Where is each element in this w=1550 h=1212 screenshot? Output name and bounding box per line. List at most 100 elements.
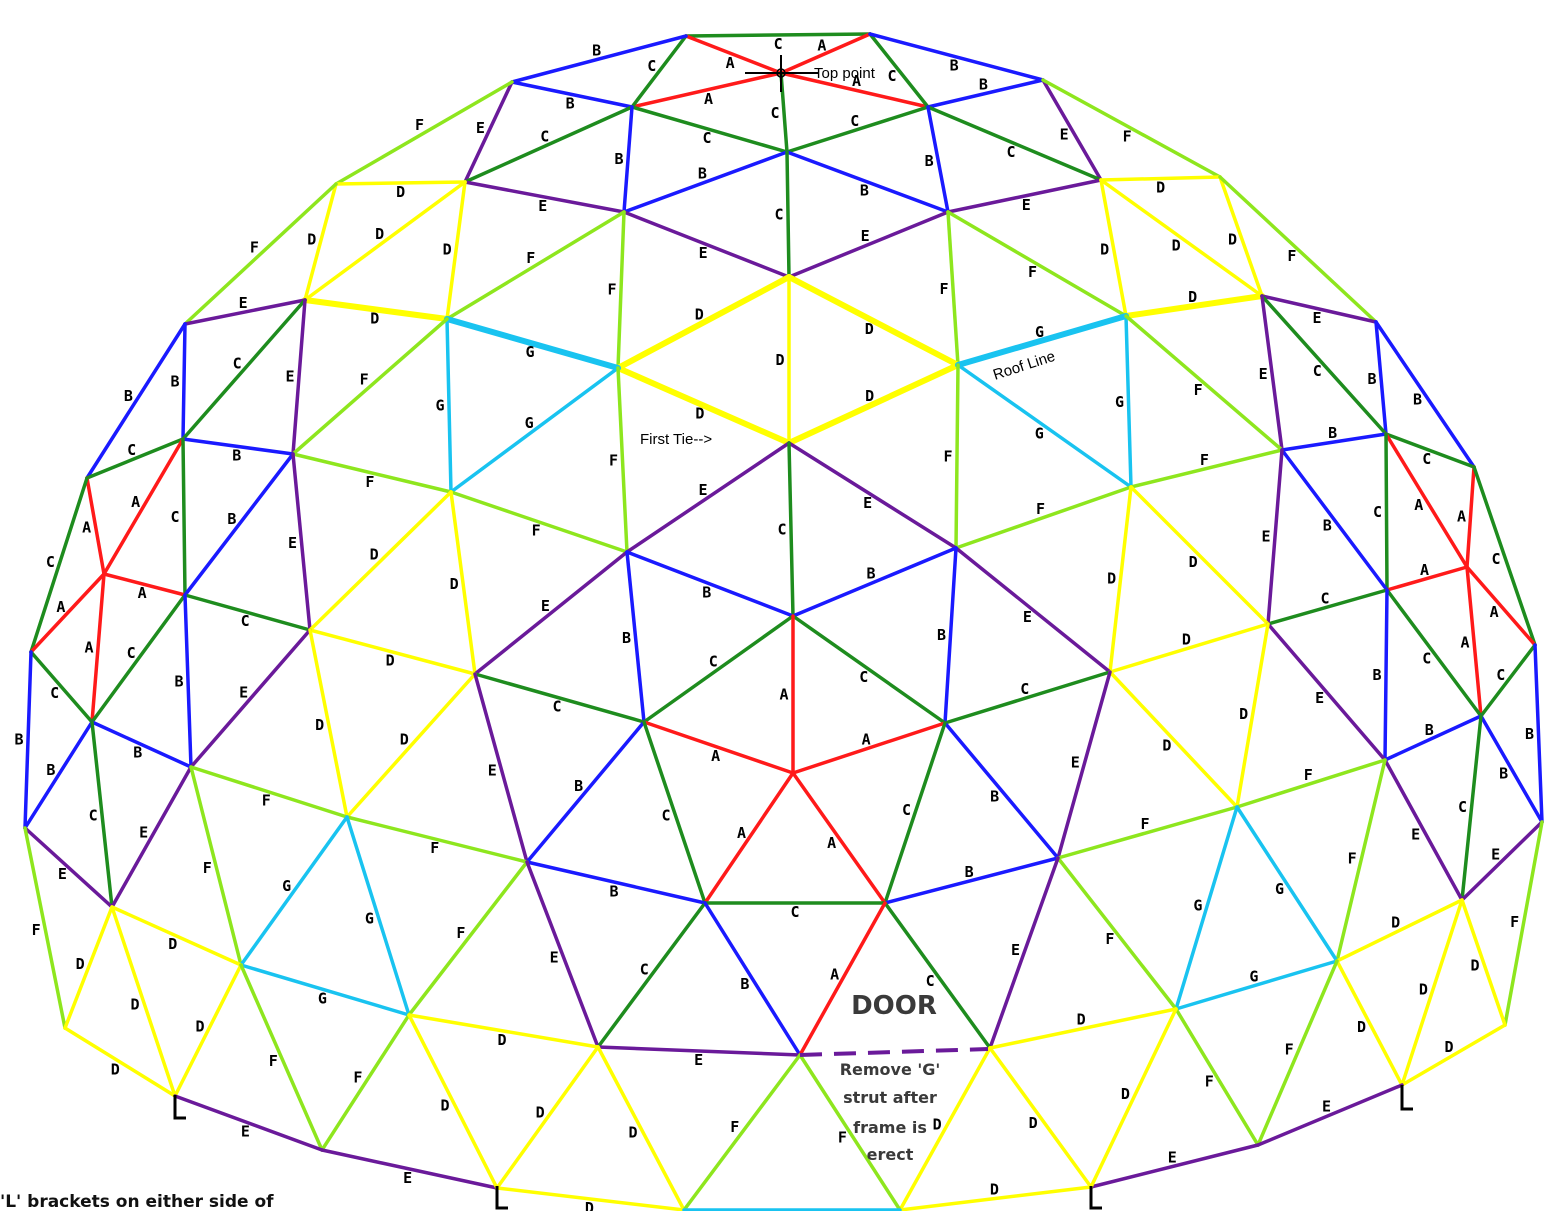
strut-d: [1400, 1023, 1507, 1087]
strut-label-d: D: [1172, 236, 1181, 254]
strut-label-e: E: [699, 244, 708, 262]
strut-label-e: E: [1315, 689, 1324, 707]
strut-d: [1335, 898, 1464, 963]
strut-label-f: F: [838, 1128, 847, 1146]
strut-label-g: G: [1193, 896, 1202, 914]
door-removed-strut: [799, 1047, 989, 1057]
strut-d: [1099, 175, 1222, 182]
strut-label-f: F: [1287, 247, 1296, 265]
first-tie-label: First Tie-->: [640, 431, 712, 448]
strut-b: [622, 105, 634, 214]
strut-a: [1465, 465, 1476, 569]
strut-c: [630, 105, 789, 154]
strut-label-b: B: [866, 565, 875, 583]
strut-label-d: D: [396, 183, 405, 201]
strut-label-f: F: [526, 249, 535, 267]
strut-label-b: B: [990, 787, 999, 805]
strut-e: [183, 298, 307, 326]
strut-label-f: F: [1194, 381, 1203, 399]
strut-e: [1089, 1143, 1260, 1189]
strut-label-g: G: [365, 910, 374, 928]
strut-label-c: C: [170, 508, 179, 526]
strut-e: [1266, 448, 1284, 626]
strut-a: [1465, 565, 1537, 647]
strut-f: [189, 765, 349, 819]
strut-c: [883, 721, 947, 905]
strut-label-e: E: [1011, 941, 1020, 959]
strut-b: [1479, 714, 1544, 824]
strut-d: [1235, 622, 1270, 809]
strut-label-d: D: [695, 405, 704, 423]
strut-label-f: F: [1123, 127, 1132, 145]
strut-c: [1460, 714, 1483, 902]
strut-label-e: E: [1168, 1148, 1177, 1166]
strut-label-d: D: [1100, 241, 1109, 259]
strut-label-f: F: [1510, 913, 1519, 931]
strut-label-d: D: [450, 575, 459, 593]
strut-label-e: E: [863, 494, 872, 512]
strut-label-b: B: [937, 626, 946, 644]
strut-b: [23, 650, 33, 830]
strut-label-c: C: [1313, 362, 1322, 380]
strut-g: [345, 815, 411, 1017]
strut-label-c: C: [540, 127, 549, 145]
strut-label-e: E: [1491, 846, 1500, 864]
strut-e: [463, 180, 626, 214]
strut-label-d: D: [443, 240, 452, 258]
strut-label-b: B: [566, 94, 575, 112]
strut-label-c: C: [1006, 143, 1015, 161]
strut-label-f: F: [203, 859, 212, 877]
strut-label-d: D: [1419, 981, 1428, 999]
strut-d: [1108, 485, 1133, 674]
strut-c: [1472, 465, 1537, 647]
strut-label-e: E: [1411, 825, 1420, 843]
strut-f: [946, 210, 960, 367]
strut-label-e: E: [1071, 754, 1080, 772]
strut-label-f: F: [609, 451, 618, 469]
strut-c: [1385, 588, 1483, 718]
strut-label-d: D: [990, 1181, 999, 1199]
strut-label-f: F: [1205, 1073, 1214, 1091]
strut-label-f: F: [353, 1069, 362, 1087]
strut-b: [926, 78, 1045, 109]
strut-f: [1124, 314, 1284, 452]
strut-label-b: B: [860, 181, 869, 199]
strut-c: [85, 437, 185, 480]
strut-label-f: F: [730, 1118, 739, 1136]
strut-f: [1056, 856, 1178, 1011]
strut-c: [630, 34, 688, 109]
strut-label-d: D: [1077, 1011, 1086, 1029]
strut-label-c: C: [702, 129, 711, 147]
strut-f: [320, 1013, 411, 1152]
strut-d: [1129, 485, 1270, 626]
strut-c: [181, 298, 307, 441]
strut-label-d: D: [315, 716, 324, 734]
strut-g: [955, 313, 1129, 368]
strut-d: [898, 1046, 992, 1211]
strut-label-c: C: [127, 644, 136, 662]
strut-e: [625, 441, 791, 554]
strut-label-g: G: [1035, 424, 1044, 442]
strut-a: [642, 720, 795, 775]
strut-d: [786, 274, 961, 368]
strut-d: [1099, 178, 1128, 318]
strut-d: [786, 362, 961, 446]
strut-f: [407, 860, 529, 1017]
strut-d: [1099, 178, 1264, 298]
strut-c: [29, 650, 94, 724]
strut-b: [183, 452, 295, 597]
strut-b: [1383, 714, 1483, 762]
strut-label-d: D: [933, 1116, 942, 1134]
strut-d: [308, 628, 477, 676]
strut-e: [787, 210, 950, 279]
strut-f: [334, 80, 514, 186]
strut-label-b: B: [1323, 516, 1332, 534]
strut-label-b: B: [965, 863, 974, 881]
strut-d: [173, 963, 243, 1098]
strut-lines: [23, 32, 1544, 1211]
strut-a: [684, 34, 783, 75]
strut-f: [682, 1053, 802, 1211]
strut-label-c: C: [926, 972, 935, 990]
strut-label-b: B: [614, 150, 623, 168]
strut-label-d: D: [1444, 1038, 1453, 1056]
